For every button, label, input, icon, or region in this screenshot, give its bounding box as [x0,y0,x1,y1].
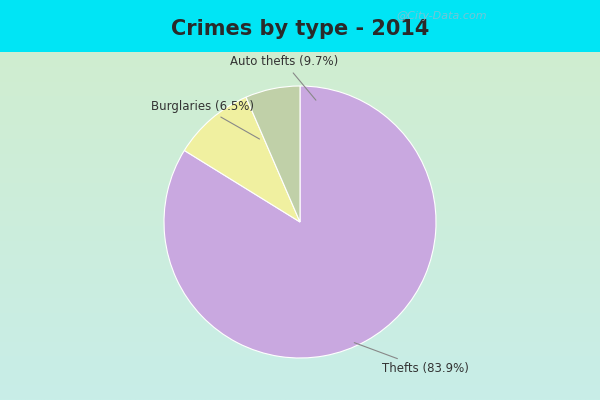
Text: Auto thefts (9.7%): Auto thefts (9.7%) [230,55,338,100]
Wedge shape [164,86,436,358]
Wedge shape [184,97,300,222]
Text: @City-Data.com: @City-Data.com [397,11,487,21]
Text: Crimes by type - 2014: Crimes by type - 2014 [171,18,429,39]
Text: Burglaries (6.5%): Burglaries (6.5%) [151,100,260,139]
Wedge shape [246,86,300,222]
Text: Thefts (83.9%): Thefts (83.9%) [354,343,469,375]
